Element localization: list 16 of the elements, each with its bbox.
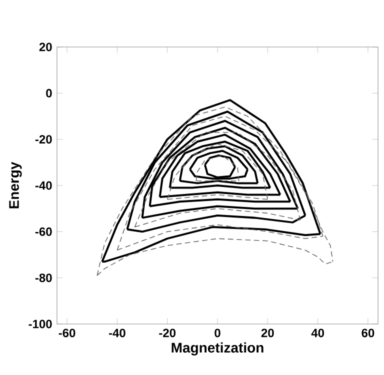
x-tick-label: -20 xyxy=(159,328,176,338)
y-tick-label: -80 xyxy=(35,274,52,282)
y-tick-label: 0 xyxy=(46,88,52,98)
x-axis-title: Magnetization xyxy=(172,342,264,356)
x-tick-label: 20 xyxy=(261,328,274,338)
y-tick-label: -40 xyxy=(35,181,52,190)
y-tick-label: 20 xyxy=(39,42,52,52)
x-tick-label: -60 xyxy=(58,328,76,338)
y-tick-label: -20 xyxy=(35,135,52,144)
y-tick-label: -60 xyxy=(35,227,52,236)
x-tick-label: 40 xyxy=(311,328,324,338)
y-tick-label: -100 xyxy=(28,320,52,328)
y-axis-title: Energy xyxy=(9,162,22,208)
x-tick-label: 0 xyxy=(214,328,220,338)
x-tick-label: -40 xyxy=(108,328,126,338)
x-tick-label: 60 xyxy=(362,328,374,338)
